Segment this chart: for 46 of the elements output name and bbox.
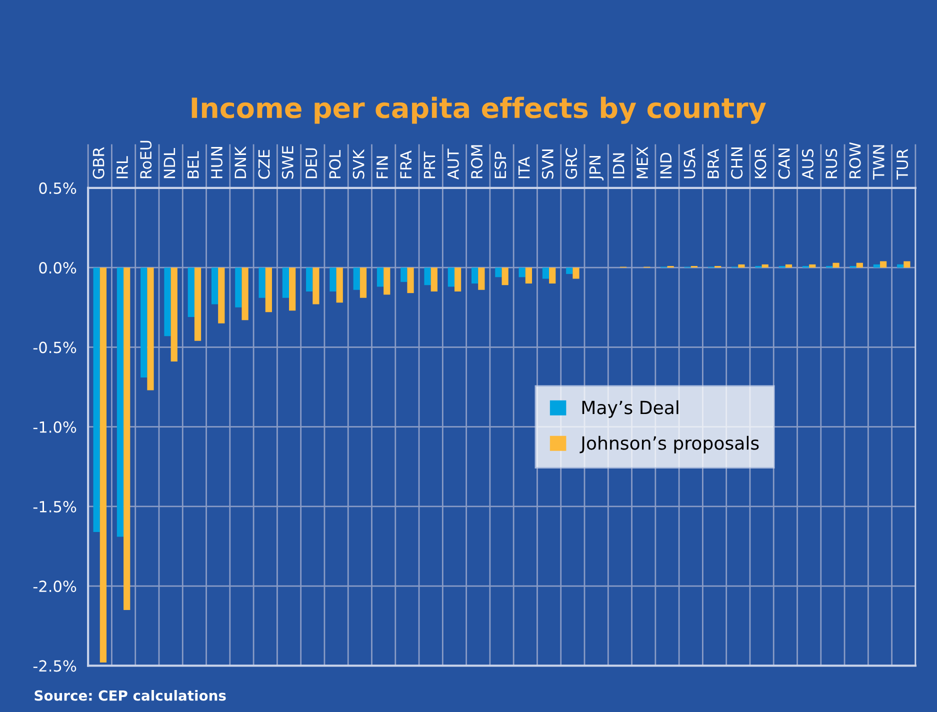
y-tick-label: -2.0% <box>33 580 76 592</box>
x-tick-label: FRA <box>400 150 412 178</box>
y-tick-label: -1.5% <box>33 500 76 512</box>
x-tick-label: TWN <box>873 145 884 180</box>
x-tick-label: CAN <box>778 148 790 179</box>
x-tick-label: DNK <box>234 146 246 178</box>
y-tick-label: -0.5% <box>33 342 76 354</box>
x-tick-label: ITA <box>518 156 530 178</box>
x-tick-label: RoEU <box>140 140 152 178</box>
source-note: Source: CEP calculations <box>34 690 226 701</box>
x-tick-label: IRL <box>116 156 128 178</box>
x-tick-label: SWE <box>282 146 294 179</box>
x-tick-label: AUS <box>802 149 814 180</box>
x-tick-label: CHN <box>731 148 743 179</box>
x-tick-label: GRC <box>566 148 578 179</box>
y-tick-label: -1.0% <box>33 421 76 433</box>
x-tick-label: JPN <box>589 156 604 180</box>
x-tick-label: TUR <box>896 148 908 180</box>
x-tick-label: RUS <box>826 148 838 178</box>
legend-label: May’s Deal <box>582 400 678 418</box>
x-tick-label: ROM <box>471 145 483 178</box>
x-tick-label: PRT <box>424 152 436 178</box>
x-tick-label: ROW <box>849 142 861 178</box>
y-tick-label: 0.0% <box>39 262 76 274</box>
x-tick-label: DEU <box>306 148 318 178</box>
x-tick-label: IND <box>660 152 672 178</box>
x-tick-label: BRA <box>708 148 719 178</box>
x-tick-label: FIN <box>376 156 388 178</box>
chart-title: Income per capita effects by country <box>192 96 766 124</box>
x-tick-label: HUN <box>211 147 223 178</box>
y-tick-label: -2.5% <box>33 660 76 672</box>
x-tick-label: NDL <box>164 148 176 178</box>
x-tick-label: GBR <box>92 147 104 179</box>
x-tick-label: IDN <box>613 153 624 178</box>
x-tick-label: KOR <box>754 148 766 178</box>
x-tick-label: POL <box>329 150 341 178</box>
x-tick-label: ESP <box>494 152 506 178</box>
legend-label: Johnson’s proposals <box>580 436 759 454</box>
x-tick-label: SVN <box>542 150 554 179</box>
y-tick-label: 0.5% <box>39 182 76 194</box>
x-tick-label: CZE <box>258 150 270 179</box>
x-tick-label: USA <box>684 148 696 178</box>
x-tick-label: SVK <box>352 149 364 179</box>
x-tick-label: MEX <box>636 146 648 178</box>
x-tick-label: BEL <box>188 151 199 178</box>
x-tick-label: AUT <box>448 148 459 180</box>
